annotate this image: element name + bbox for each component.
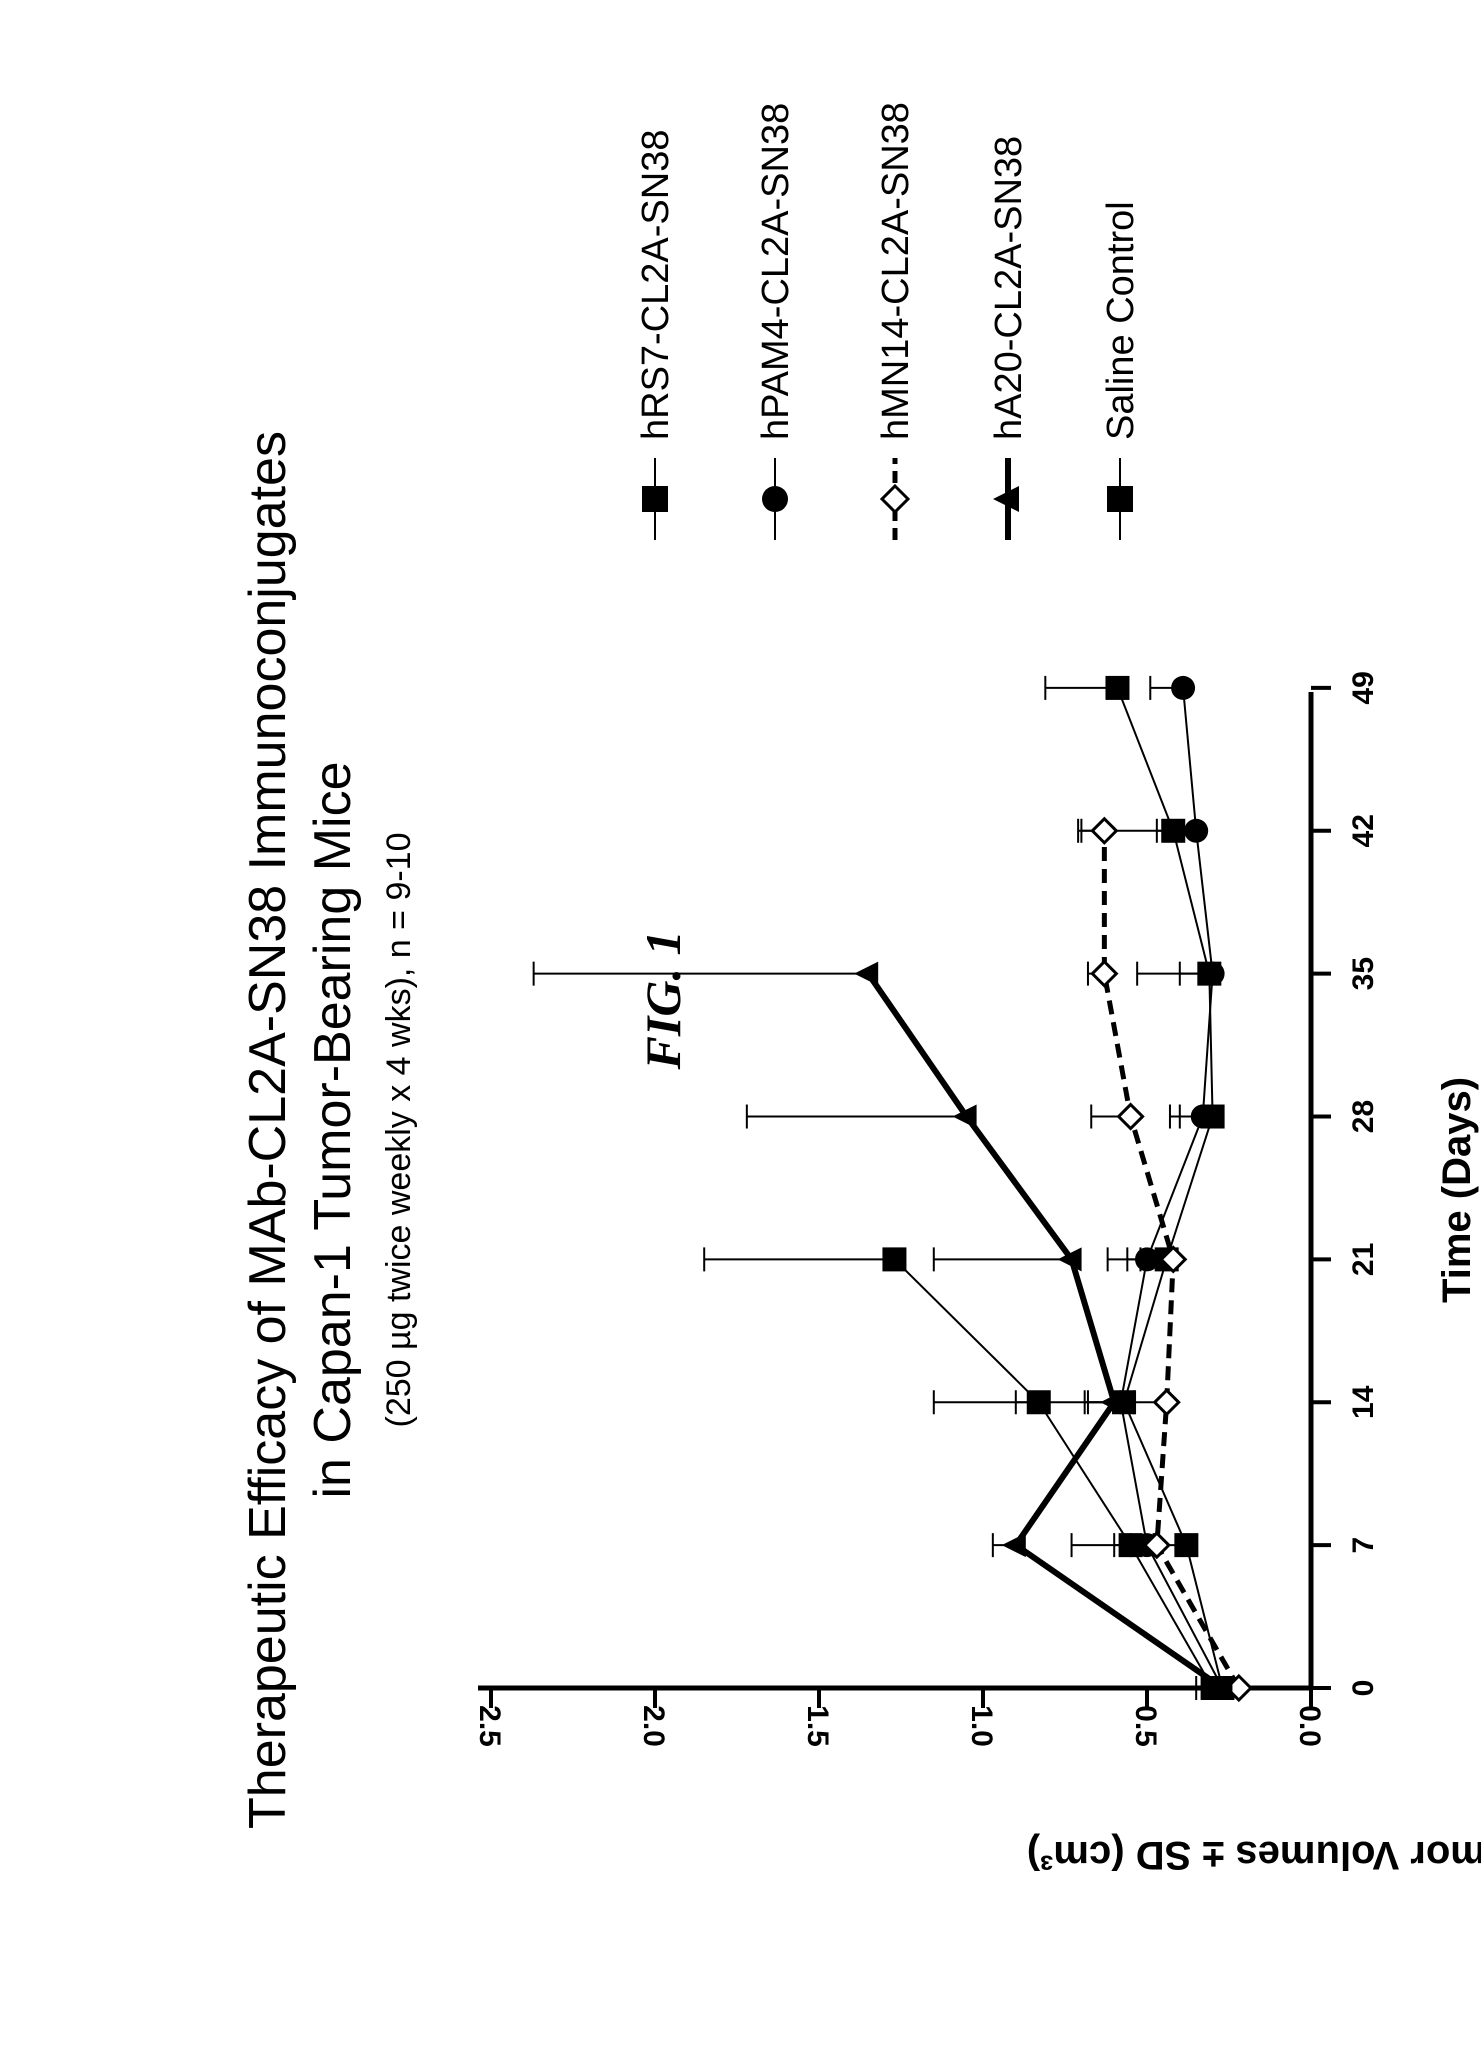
data-point	[1171, 675, 1196, 700]
x-tick-label: 0	[1347, 1680, 1380, 1697]
data-point	[1142, 1531, 1171, 1560]
data-point	[1159, 1245, 1188, 1274]
y-tick-label: 2.5	[473, 1705, 506, 1747]
legend-label: hA20-CL2A-SN38	[988, 136, 1030, 440]
legend-label: hRS7-CL2A-SN38	[635, 130, 677, 440]
series-line	[893, 1258, 1214, 1689]
data-point	[1152, 1388, 1181, 1417]
figure-label: FIG. 1	[635, 931, 691, 1071]
x-tick-label: 7	[1347, 1537, 1380, 1554]
legend-item: hRS7-CL2A-SN38	[635, 130, 677, 540]
data-point	[1057, 1247, 1082, 1272]
data-point	[1200, 1676, 1225, 1700]
legend-swatch-marker	[993, 486, 1019, 512]
data-point	[1100, 1390, 1125, 1415]
y-tick-label: 0.5	[1129, 1705, 1162, 1747]
data-point	[1026, 1390, 1051, 1415]
x-axis-title: Time (Days)	[1435, 1077, 1479, 1303]
legend-swatch-marker	[762, 486, 788, 512]
series-line	[1116, 687, 1224, 1689]
chart-title: Therapeutic Efficacy of MAb-CL2A-SN38 Im…	[239, 431, 297, 1829]
data-point	[1105, 675, 1130, 700]
series-4	[703, 1247, 1225, 1700]
data-point	[1184, 818, 1209, 843]
data-series	[532, 675, 1253, 1703]
data-point	[1090, 959, 1119, 988]
data-point	[1116, 1102, 1145, 1131]
y-axis-title: Mean Tumor Volumes ± SD (cm³)	[1027, 1833, 1481, 1877]
chart-subtitle: (250 µg twice weekly x 4 wks), n = 9-10	[380, 833, 418, 1428]
data-point	[1190, 1104, 1215, 1129]
legend-swatch-marker	[1107, 486, 1133, 512]
data-point	[1174, 1533, 1199, 1558]
x-tick-label: 14	[1347, 1385, 1380, 1419]
data-point	[1001, 1533, 1026, 1558]
y-tick-label: 0.0	[1293, 1705, 1326, 1747]
legend-label: hMN14-CL2A-SN38	[875, 102, 917, 440]
legend: hRS7-CL2A-SN38 hPAM4-CL2A-SN38 hMN14-CL2A-…	[635, 102, 1142, 540]
data-point	[1200, 961, 1225, 986]
x-tick-label: 42	[1347, 814, 1380, 847]
x-tick-label: 35	[1347, 957, 1380, 990]
chart-title-line-2: in Capan-1 Tumor-Bearing Mice	[304, 762, 362, 1499]
x-tick-label: 28	[1347, 1100, 1380, 1133]
data-point	[1090, 816, 1119, 845]
series-line	[1119, 687, 1224, 1689]
data-point	[882, 1247, 907, 1272]
legend-swatch-marker	[879, 483, 911, 515]
data-point	[1118, 1533, 1143, 1558]
x-tick-label: 21	[1347, 1243, 1380, 1276]
legend-swatch-marker	[642, 486, 668, 512]
series-3	[532, 961, 1233, 1700]
y-tick-label: 1.5	[801, 1705, 834, 1747]
legend-item: hPAM4-CL2A-SN38	[755, 103, 797, 540]
series-2	[1077, 816, 1253, 1703]
x-axis-ticks: 0 7 14 21 28 35 42 49	[1311, 671, 1380, 1696]
legend-label: hPAM4-CL2A-SN38	[755, 103, 797, 440]
series-line	[865, 971, 1225, 1691]
y-tick-label: 1.0	[965, 1705, 998, 1747]
y-tick-label: 2.0	[637, 1705, 670, 1747]
data-point	[952, 1104, 977, 1129]
legend-label: Saline Control	[1100, 201, 1142, 440]
legend-item: Saline Control	[1100, 201, 1142, 540]
data-point	[854, 961, 879, 986]
legend-item: hA20-CL2A-SN38	[988, 136, 1030, 540]
x-tick-label: 49	[1347, 671, 1380, 704]
legend-item: hMN14-CL2A-SN38	[875, 102, 917, 540]
y-axis-ticks: 0.0 0.5 1.0 1.5 2.0 2.5	[473, 1688, 1326, 1747]
